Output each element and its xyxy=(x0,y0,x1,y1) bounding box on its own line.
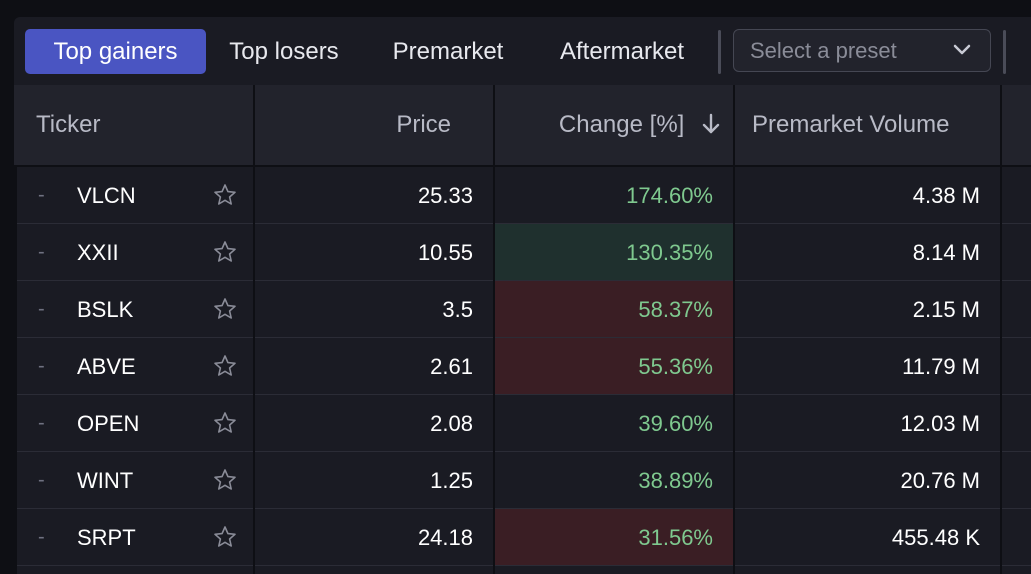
price-cell: 2.61 xyxy=(430,354,473,379)
star-icon[interactable] xyxy=(213,183,237,207)
column-header-price[interactable]: Price xyxy=(396,111,451,138)
ticker-symbol[interactable]: XXII xyxy=(77,240,119,265)
tab-top-gainers[interactable]: Top gainers xyxy=(25,29,206,74)
column-header-ticker[interactable]: Ticker xyxy=(36,111,101,138)
row-dash: - xyxy=(38,526,45,548)
table-row[interactable]: - OPEN 2.08 39.60% 12.03 M xyxy=(14,395,1031,452)
column-divider xyxy=(253,85,255,574)
star-icon[interactable] xyxy=(213,240,237,264)
ticker-symbol[interactable]: VLCN xyxy=(77,183,136,208)
column-header-premarket-volume[interactable]: Premarket Volume xyxy=(752,111,950,138)
row-dash: - xyxy=(38,469,45,491)
ticker-symbol[interactable]: WINT xyxy=(77,468,134,493)
chevron-down-icon xyxy=(953,44,971,55)
change-cell: 31.56% xyxy=(495,509,733,565)
tab-aftermarket[interactable]: Aftermarket xyxy=(559,38,685,65)
change-cell: 58.37% xyxy=(495,281,733,337)
row-dash: - xyxy=(38,241,45,263)
toolbar-divider xyxy=(1003,30,1006,74)
column-header-change-label: Change [%] xyxy=(558,111,685,138)
row-dash: - xyxy=(38,184,45,206)
table-row[interactable]: - VLCN 25.33 174.60% 4.38 M xyxy=(14,167,1031,224)
price-cell: 25.33 xyxy=(417,183,473,208)
tab-bar: Top gainers Top losers Premarket Afterma… xyxy=(14,17,1031,85)
screener-table: Ticker Price Change [%] Premarket Volume… xyxy=(14,85,1031,574)
change-cell: 38.89% xyxy=(638,468,713,493)
tab-divider xyxy=(718,30,721,74)
table-left-edge xyxy=(14,167,17,574)
volume-cell: 8.14 M xyxy=(912,240,980,265)
table-row[interactable]: - SRPT 24.18 31.56% 455.48 K xyxy=(14,509,1031,566)
ticker-symbol[interactable]: SRPT xyxy=(77,525,136,550)
row-dash: - xyxy=(38,298,45,320)
price-cell: 10.55 xyxy=(417,240,473,265)
price-cell: 24.18 xyxy=(417,525,473,550)
change-cell: 39.60% xyxy=(638,411,713,436)
tab-premarket[interactable]: Premarket xyxy=(392,38,504,65)
volume-cell: 20.76 M xyxy=(900,468,981,493)
ticker-symbol[interactable]: OPEN xyxy=(77,411,140,436)
column-header-change[interactable]: Change [%] xyxy=(495,85,733,165)
ticker-symbol[interactable]: BSLK xyxy=(77,297,134,322)
row-dash: - xyxy=(38,412,45,434)
star-icon[interactable] xyxy=(213,297,237,321)
ticker-symbol[interactable]: ABVE xyxy=(77,354,136,379)
table-row[interactable]: - BSLK 3.5 58.37% 2.15 M xyxy=(14,281,1031,338)
change-cell: 174.60% xyxy=(626,183,713,208)
star-icon[interactable] xyxy=(213,525,237,549)
table-header: Ticker Price Change [%] Premarket Volume xyxy=(14,85,1031,167)
change-cell: 55.36% xyxy=(495,338,733,394)
price-cell: 2.08 xyxy=(430,411,473,436)
volume-cell: 2.15 M xyxy=(912,297,980,322)
column-divider xyxy=(1000,85,1002,574)
row-dash: - xyxy=(38,355,45,377)
star-icon[interactable] xyxy=(213,411,237,435)
price-cell: 1.25 xyxy=(430,468,473,493)
table-row[interactable]: - WINT 1.25 38.89% 20.76 M xyxy=(14,452,1031,509)
table-row[interactable]: - XXII 10.55 130.35% 8.14 M xyxy=(14,224,1031,281)
tab-top-losers[interactable]: Top losers xyxy=(229,38,339,65)
change-cell: 130.35% xyxy=(495,224,733,280)
volume-cell: 455.48 K xyxy=(891,525,980,550)
preset-placeholder: Select a preset xyxy=(750,38,897,63)
table-row[interactable]: - ABVE 2.61 55.36% 11.79 M xyxy=(14,338,1031,395)
star-icon[interactable] xyxy=(213,354,237,378)
volume-cell: 4.38 M xyxy=(912,183,980,208)
preset-select[interactable]: Select a preset xyxy=(733,29,991,72)
volume-cell: 12.03 M xyxy=(900,411,981,436)
column-divider xyxy=(733,85,735,574)
sort-descending-icon xyxy=(702,113,720,134)
price-cell: 3.5 xyxy=(442,297,473,322)
volume-cell: 11.79 M xyxy=(902,354,980,379)
star-icon[interactable] xyxy=(213,468,237,492)
column-divider xyxy=(493,85,495,574)
